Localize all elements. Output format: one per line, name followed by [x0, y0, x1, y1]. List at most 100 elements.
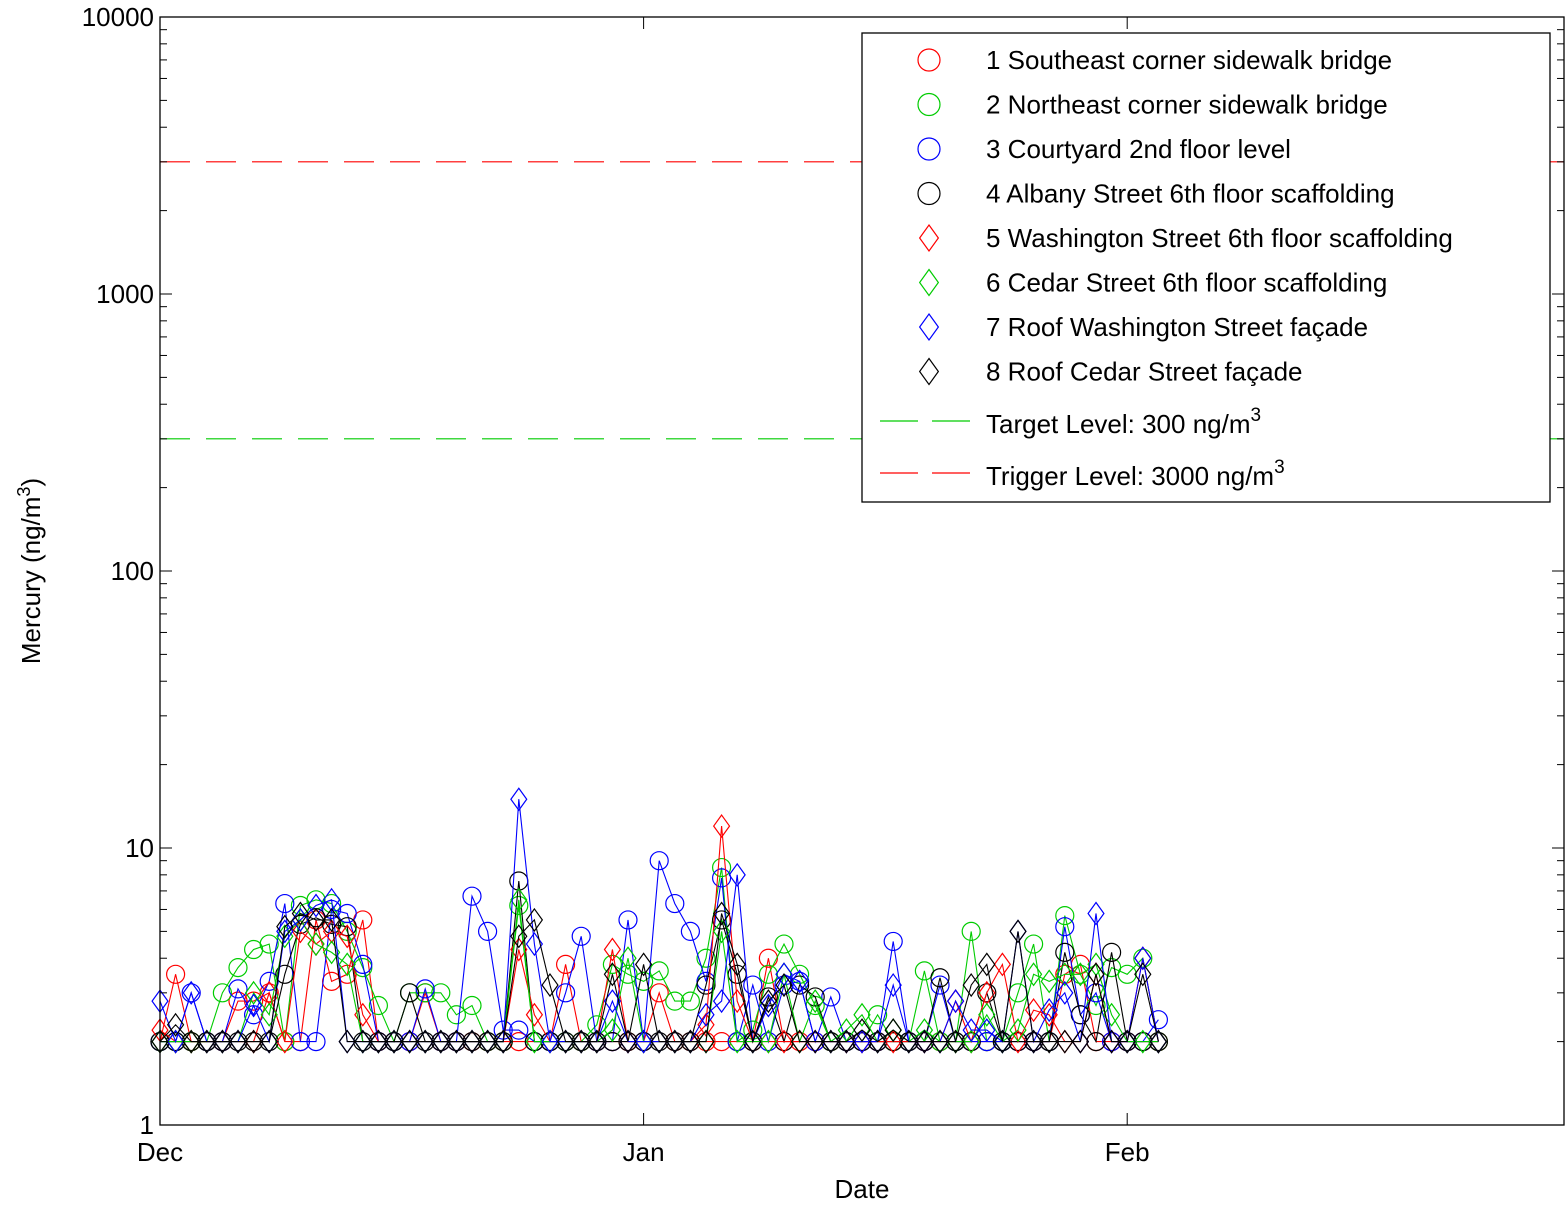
series-3-point — [337, 903, 357, 924]
series-8-point — [728, 952, 746, 977]
x-tick-label: Dec — [137, 1137, 183, 1167]
series-5-point — [712, 814, 731, 839]
series-8-point — [556, 1029, 575, 1054]
series-2-point — [587, 1015, 607, 1035]
series-7-point — [790, 969, 809, 994]
series-3-point — [462, 886, 482, 906]
series-8-point — [759, 989, 778, 1014]
legend-label-7: 7 Roof Washington Street façade — [986, 312, 1368, 342]
y-tick-label: 1000 — [96, 279, 154, 309]
series-1-point — [509, 1032, 529, 1052]
legend-ref-label-sup: 3 — [1251, 405, 1262, 426]
series-8-point — [447, 1029, 466, 1054]
series-3-point — [789, 971, 810, 991]
y-tick-label: 100 — [111, 556, 154, 586]
series-6-point — [276, 924, 294, 949]
legend-ref-label-1: Target Level: 300 ng/m3 — [986, 405, 1261, 439]
series-5-point — [1040, 1002, 1058, 1027]
axis-tick-labels: 1 10 100 1000 10000 Dec Jan Feb — [82, 2, 1150, 1167]
y-axis-label-tail: ) — [16, 478, 46, 487]
series-2-point — [368, 995, 388, 1016]
series-2-point — [509, 895, 529, 916]
series-2-point — [633, 971, 654, 991]
series-7-point — [759, 993, 778, 1018]
series-3-point — [228, 979, 248, 999]
series-2-point — [758, 964, 779, 984]
series-8-point — [946, 1029, 965, 1054]
series-7-point — [1056, 980, 1074, 1005]
series-8-point — [806, 1029, 824, 1054]
series-6-point — [525, 1029, 544, 1054]
series-8-point — [198, 1029, 216, 1054]
series-2-point — [774, 934, 794, 954]
series-2-point — [228, 958, 248, 978]
series-2-point — [1133, 948, 1153, 968]
series-1-point — [711, 1032, 732, 1052]
y-tick-label: 1 — [140, 1110, 154, 1140]
series-8-point — [993, 1029, 1012, 1054]
legend-ref-label-text: Target Level: 300 ng/m — [986, 409, 1251, 439]
series-8-point — [744, 1029, 762, 1054]
legend-marker-8 — [918, 357, 940, 386]
series-8-point — [400, 1029, 419, 1054]
series-2-point — [602, 954, 623, 974]
series-2-point — [1055, 906, 1075, 926]
series-7-point — [884, 973, 902, 998]
series-3-point — [1055, 917, 1075, 937]
y-tick-label: 10 — [125, 833, 154, 863]
series-1-point — [259, 983, 279, 1003]
legend-marker-5 — [918, 223, 940, 253]
series-2-point — [618, 964, 638, 984]
series-5-point — [525, 1002, 544, 1027]
series-8-point — [322, 907, 341, 932]
series-2-point — [275, 1032, 295, 1052]
series-8-point — [884, 1018, 902, 1043]
legend-marker-2 — [917, 92, 941, 117]
series-3-point — [649, 851, 669, 871]
series-8-point — [229, 1029, 247, 1054]
series-8-point — [1071, 1029, 1090, 1054]
series-8-point — [307, 907, 325, 932]
series-2-point — [680, 991, 701, 1011]
series-8-point — [712, 901, 731, 926]
series-6-point — [260, 1002, 278, 1027]
legend-label-3: 3 Courtyard 2nd floor level — [986, 134, 1291, 164]
series-8-point — [603, 962, 622, 987]
series-8-point — [525, 907, 544, 932]
series-5-point — [697, 1012, 715, 1037]
series-8-point — [354, 1029, 372, 1054]
series-8-point — [369, 1029, 388, 1054]
series-4-point — [602, 1032, 623, 1052]
series-6-point — [759, 1029, 778, 1054]
series-2-point — [1023, 934, 1044, 954]
series-4-point — [977, 983, 997, 1003]
series-4-point — [1086, 1032, 1106, 1052]
series-8-point — [385, 1029, 403, 1054]
series-3-point — [743, 975, 763, 995]
series-6-point — [853, 1002, 871, 1027]
series-8-point — [213, 1029, 232, 1054]
series-7-point — [182, 980, 200, 1005]
series-3-point — [509, 1020, 529, 1040]
series-8-point — [1134, 962, 1152, 987]
series-7-point — [322, 887, 341, 912]
series-8-point — [1118, 1029, 1136, 1054]
series-6-point — [244, 980, 263, 1005]
series-3-line — [160, 860, 1159, 1044]
series-1-point — [649, 983, 669, 1003]
series-8-point — [697, 1029, 715, 1054]
series-6-point — [1024, 962, 1043, 987]
series-8-point — [931, 1029, 949, 1054]
series-7-point — [276, 919, 294, 944]
series-2-point — [415, 983, 435, 1003]
series-8-point — [276, 914, 294, 939]
series-5-point — [603, 937, 622, 962]
series-8-point — [681, 1029, 700, 1054]
series-7-point — [541, 1029, 559, 1054]
series-4-point — [1008, 1032, 1028, 1052]
series-4-point — [805, 987, 825, 1007]
series-7-point — [712, 989, 731, 1014]
series-5-point — [728, 989, 746, 1014]
series-3-point — [665, 893, 685, 914]
series-1-point — [758, 948, 779, 968]
